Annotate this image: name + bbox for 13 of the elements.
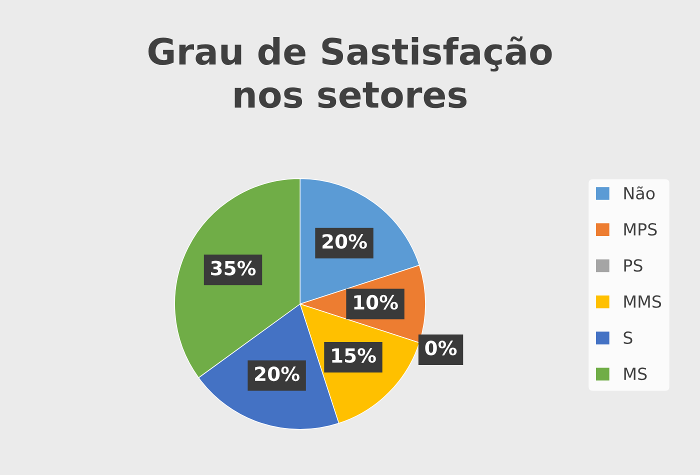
data-label: 20% [322,234,367,249]
legend-label: MPS [624,223,657,236]
data-label: 35% [211,260,256,276]
legend-label: MS [624,368,647,380]
chart-title: Grau de Sastisfação nos setores [148,36,552,108]
text: 0% [425,340,457,356]
legend-label: MMS [624,295,662,308]
legend-label: PS [624,259,642,272]
legend-label: Não [624,186,655,200]
data-label: 20% [255,366,300,382]
data-label: 10% [354,294,398,310]
data-label: 15% [332,348,376,363]
legend-label: S [624,331,632,344]
